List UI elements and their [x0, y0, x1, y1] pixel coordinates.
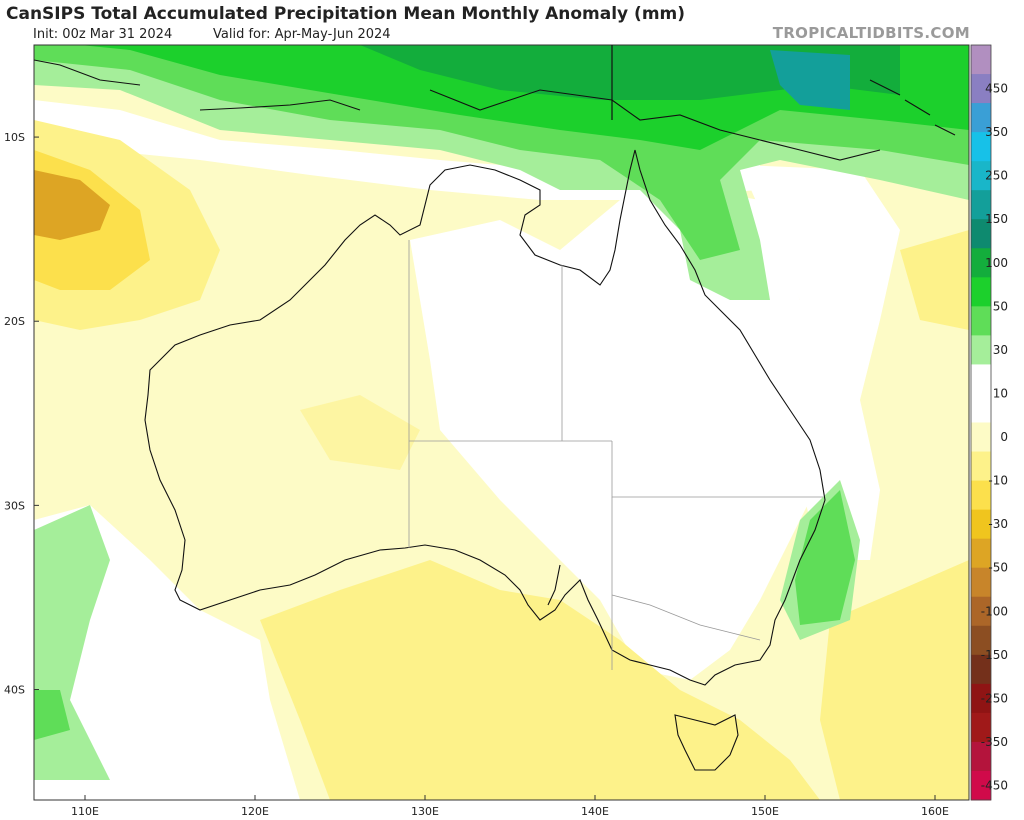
solomon-islands: [869, 79, 956, 136]
wet-region-north-strong: [360, 45, 900, 100]
coastlines: [34, 59, 956, 771]
colorbar-swatch: [971, 306, 991, 336]
spencer-gulf: [547, 564, 561, 606]
colorbar-swatch: [971, 712, 991, 743]
colorbar-swatch: [971, 654, 991, 685]
colorbar-swatch: [971, 422, 991, 453]
colorbar-swatch: [971, 190, 991, 220]
colorbar-swatch: [971, 480, 991, 511]
colorbar-swatch: [971, 161, 991, 191]
colorbar-label: -30: [988, 517, 1008, 531]
dry-core-west-deep: [34, 170, 110, 240]
dry-region-tasman: [820, 560, 969, 800]
init-time: Init: 00z Mar 31 2024: [33, 27, 173, 42]
colorbar-swatch: [971, 451, 991, 482]
colorbar-swatch: [971, 567, 991, 598]
colorbar-swatch: [971, 219, 991, 249]
colorbar-swatch: [971, 770, 991, 801]
colorbar-swatch: [971, 509, 991, 540]
colorbar-swatch: [971, 335, 991, 365]
indonesia-south-coast: [34, 59, 141, 86]
colorbar-label: 150: [985, 212, 1008, 226]
colorbar-label: 50: [993, 299, 1008, 313]
colorbar-swatch: [971, 45, 991, 75]
colorbar-swatch: [971, 596, 991, 627]
colorbar-label: -350: [981, 735, 1008, 749]
lat-label: 10S: [4, 131, 25, 144]
colorbar-label: 10: [993, 386, 1008, 400]
colorbar-swatch: [971, 625, 991, 656]
state-borders: [408, 240, 823, 670]
lon-label: 140E: [581, 805, 609, 818]
lon-label: 150E: [751, 805, 779, 818]
lon-label: 130E: [411, 805, 439, 818]
colorbar-label: -10: [988, 474, 1008, 488]
lon-label: 160E: [921, 805, 949, 818]
colorbar-swatch: [971, 132, 991, 162]
dry-region-east-ocean: [900, 230, 969, 330]
colorbar-swatch: [971, 277, 991, 307]
longitude-axis: 110E 120E 130E 140E 150E 160E: [71, 795, 949, 818]
colorbar-label: -250: [981, 691, 1008, 705]
lat-label: 20S: [4, 315, 25, 328]
colorbar-swatch: [971, 364, 991, 394]
colorbar-swatch: [971, 683, 991, 714]
lon-label: 120E: [241, 805, 269, 818]
lat-label: 40S: [4, 684, 25, 697]
colorbar-label: -100: [981, 604, 1008, 618]
wet-core-east-coast: [795, 490, 855, 625]
neutral-region-east-ocean: [740, 165, 900, 560]
map-frame: [33, 44, 970, 801]
colorbar-label: 30: [993, 343, 1008, 357]
colorbar-swatch: [971, 393, 991, 423]
wet-core-north-east: [770, 50, 850, 110]
colorbar-label: 100: [985, 256, 1008, 270]
latitude-axis: 10S 20S 30S 40S: [4, 131, 39, 697]
colorbar-label: 350: [985, 125, 1008, 139]
map-title: CanSIPS Total Accumulated Precipitation …: [6, 4, 686, 24]
colorbar-swatch: [971, 74, 991, 104]
colorbar-swatch: [971, 248, 991, 278]
nsw-vic-border: [611, 594, 761, 641]
lon-label: 110E: [71, 805, 99, 818]
colorbar-label: -450: [981, 778, 1008, 792]
australia-coastline: [144, 149, 826, 686]
neutral-region-interior: [410, 190, 870, 680]
colorbar-label: -150: [981, 648, 1008, 662]
anomaly-shading: [34, 45, 969, 800]
colorbar-label: 0: [1000, 430, 1008, 444]
valid-period: Valid for: Apr-May-Jun 2024: [213, 27, 391, 42]
brand-watermark: TROPICALTIDBITS.COM: [772, 24, 970, 42]
colorbar-swatch: [971, 103, 991, 133]
colorbar-label: 250: [985, 169, 1008, 183]
lat-label: 30S: [4, 499, 25, 512]
colorbar-swatch: [971, 741, 991, 772]
new-guinea-south-coast: [429, 89, 881, 161]
tasmania-coastline: [674, 714, 739, 771]
colorbar-label: -50: [988, 561, 1008, 575]
colorbar-swatch: [971, 538, 991, 569]
colorbar: 4503502501501005030100-10-30-50-100-150-…: [970, 44, 1008, 801]
timor-island: [199, 99, 361, 111]
dry-patch-central: [300, 395, 420, 470]
wet-patch-west: [34, 690, 70, 740]
colorbar-label: 450: [985, 82, 1008, 96]
